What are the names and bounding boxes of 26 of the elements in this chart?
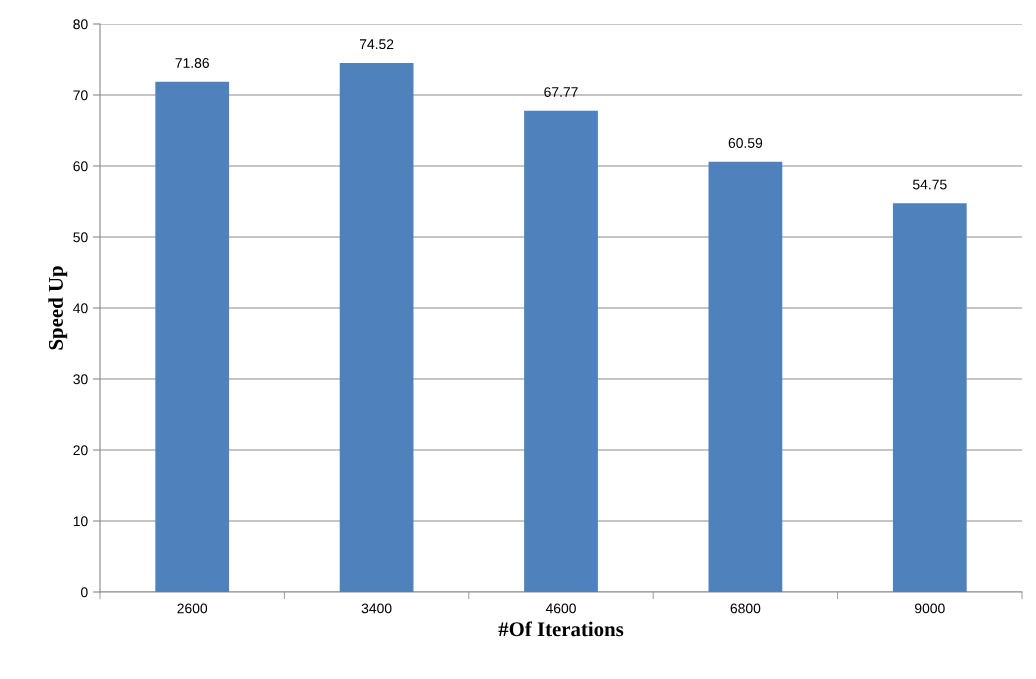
- y-tick-label: 40: [73, 303, 88, 314]
- data-label: 71.86: [175, 58, 209, 68]
- bar: [892, 203, 967, 592]
- y-tick-label: 10: [73, 516, 88, 527]
- y-tick-label: 0: [81, 587, 88, 598]
- y-tick-label: 60: [73, 161, 88, 172]
- x-tick-label: 4600: [545, 603, 576, 614]
- y-tick-label: 80: [73, 19, 88, 30]
- bar: [155, 81, 230, 592]
- y-axis-title: Speed Up: [48, 266, 68, 350]
- data-label: 67.77: [544, 87, 578, 97]
- x-tick-label: 9000: [915, 603, 945, 614]
- data-label: 74.52: [359, 39, 394, 50]
- y-tick-label: 70: [73, 90, 88, 101]
- bar: [339, 62, 414, 592]
- y-tick-label: 30: [73, 374, 88, 385]
- x-tick-label: 6800: [730, 603, 761, 614]
- y-tick-label: 50: [73, 232, 88, 243]
- y-tick-label: 20: [73, 445, 88, 456]
- data-label: 54.75: [912, 179, 947, 190]
- bar: [524, 110, 598, 592]
- x-tick-label: 3400: [361, 603, 392, 614]
- data-label: 60.59: [728, 138, 763, 148]
- x-tick-label: 2600: [177, 603, 208, 614]
- bar: [708, 161, 783, 592]
- x-axis-title: #Of Iterations: [498, 621, 624, 637]
